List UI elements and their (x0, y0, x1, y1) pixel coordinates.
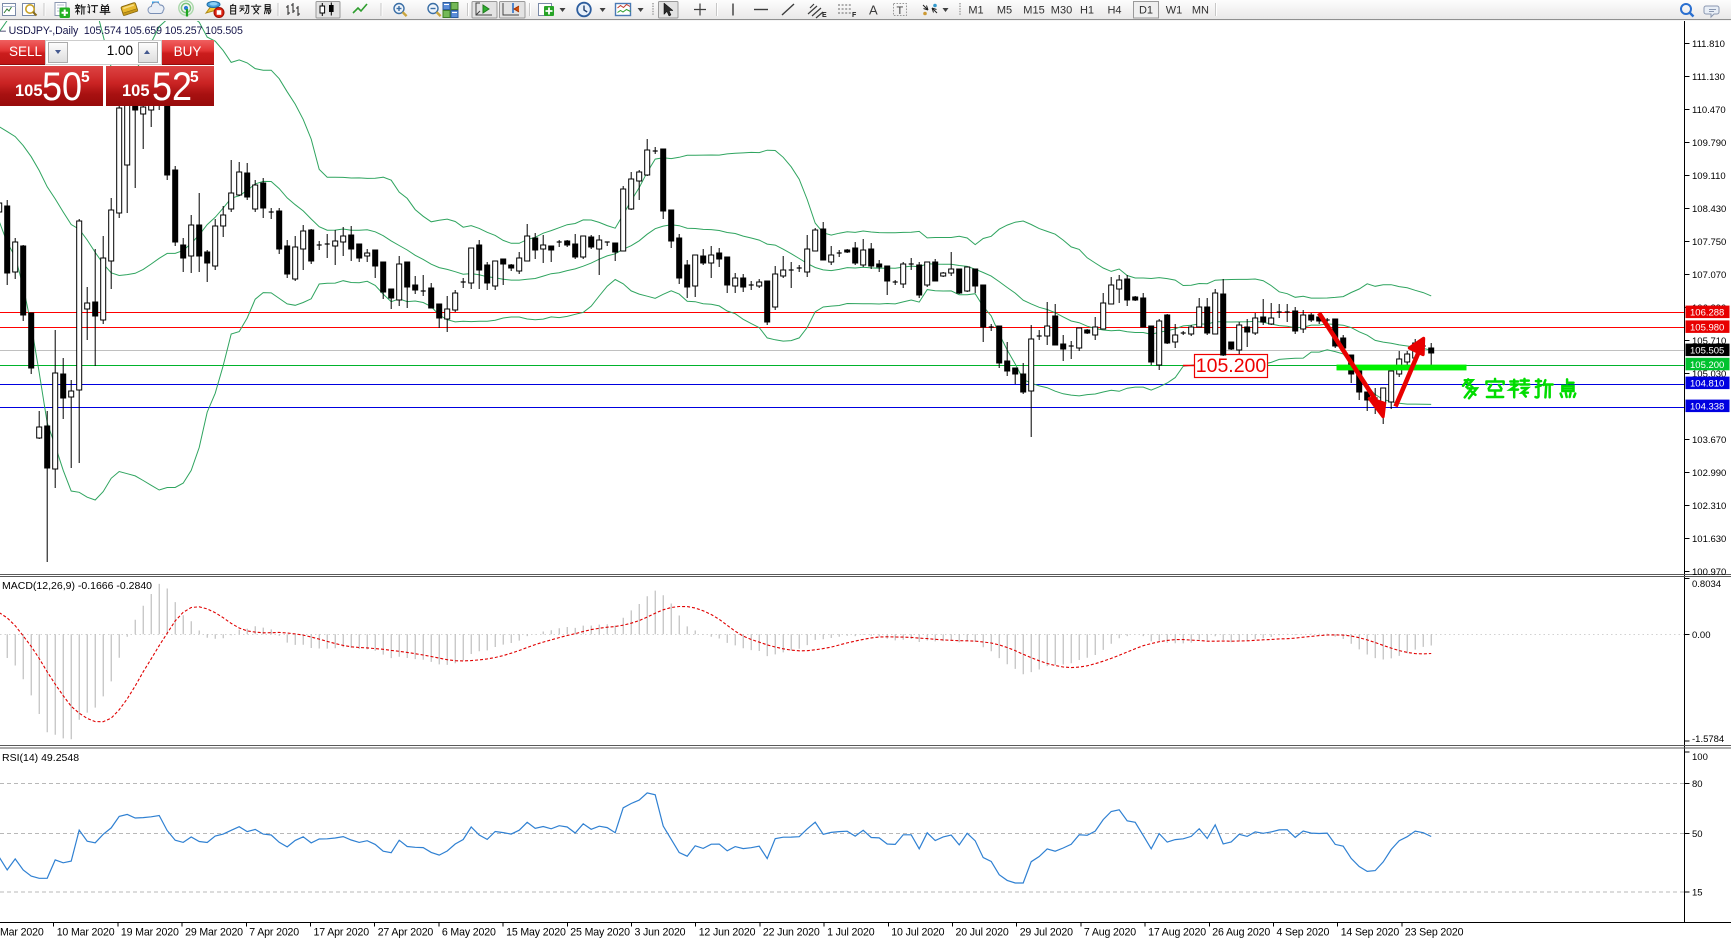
svg-text:22 Jun 2020: 22 Jun 2020 (763, 927, 820, 939)
svg-text:1 Jul 2020: 1 Jul 2020 (827, 927, 875, 939)
svg-text:101.630: 101.630 (1692, 534, 1726, 545)
svg-text:20 Jul 2020: 20 Jul 2020 (956, 927, 1009, 939)
svg-text:M5: M5 (997, 5, 1012, 17)
svg-text:H1: H1 (1080, 5, 1094, 17)
svg-text:0.8034: 0.8034 (1692, 579, 1721, 590)
svg-text:-1.5784: -1.5784 (1692, 734, 1724, 745)
svg-text:111.810: 111.810 (1692, 39, 1725, 50)
svg-text:4 Sep 2020: 4 Sep 2020 (1277, 927, 1330, 939)
svg-text:0.00: 0.00 (1692, 630, 1711, 641)
svg-text:27 Apr 2020: 27 Apr 2020 (378, 927, 434, 939)
svg-text:111.130: 111.130 (1692, 72, 1725, 83)
svg-text:23 Sep 2020: 23 Sep 2020 (1405, 927, 1464, 939)
svg-text:7 Aug 2020: 7 Aug 2020 (1084, 927, 1136, 939)
svg-text:80: 80 (1692, 779, 1703, 790)
svg-text:104.338: 104.338 (1690, 402, 1724, 413)
svg-text:Mar 2020: Mar 2020 (0, 927, 44, 939)
svg-text:105.030: 105.030 (1692, 369, 1726, 380)
svg-text:102.990: 102.990 (1692, 468, 1726, 479)
svg-text:19 Mar 2020: 19 Mar 2020 (121, 927, 179, 939)
svg-text:14 Sep 2020: 14 Sep 2020 (1341, 927, 1400, 939)
svg-text:H4: H4 (1107, 5, 1121, 17)
svg-text:15 May 2020: 15 May 2020 (506, 927, 566, 939)
svg-text:50: 50 (1692, 829, 1703, 840)
svg-text:109.790: 109.790 (1692, 138, 1726, 149)
svg-text:105.505: 105.505 (1690, 346, 1724, 357)
svg-text:10 Mar 2020: 10 Mar 2020 (57, 927, 115, 939)
svg-text:7 Apr 2020: 7 Apr 2020 (249, 927, 299, 939)
svg-text:MACD(12,26,9) -0.1666 -0.2840: MACD(12,26,9) -0.1666 -0.2840 (2, 580, 152, 592)
svg-text:MN: MN (1192, 5, 1209, 17)
svg-text:A: A (869, 3, 878, 18)
svg-text:108.430: 108.430 (1692, 204, 1726, 215)
svg-text:29 Jul 2020: 29 Jul 2020 (1020, 927, 1073, 939)
svg-text:15: 15 (1692, 888, 1703, 899)
svg-text:12 Jun 2020: 12 Jun 2020 (699, 927, 756, 939)
svg-text:105.980: 105.980 (1690, 322, 1724, 333)
svg-text:10 Jul 2020: 10 Jul 2020 (891, 927, 944, 939)
svg-text:E: E (822, 12, 827, 19)
svg-text:100: 100 (1692, 752, 1708, 763)
svg-text:107.070: 107.070 (1692, 270, 1726, 281)
svg-text:F: F (852, 12, 857, 19)
svg-text:102.310: 102.310 (1692, 501, 1726, 512)
svg-text:6 May 2020: 6 May 2020 (442, 927, 496, 939)
svg-text:103.670: 103.670 (1692, 435, 1726, 446)
svg-text:110.470: 110.470 (1692, 105, 1726, 116)
svg-text:100.970: 100.970 (1692, 567, 1726, 578)
svg-text:D1: D1 (1139, 5, 1153, 17)
svg-text:29 Mar 2020: 29 Mar 2020 (185, 927, 243, 939)
svg-text:RSI(14) 49.2548: RSI(14) 49.2548 (2, 752, 79, 764)
svg-text:104.810: 104.810 (1690, 379, 1724, 390)
svg-text:3 Jun 2020: 3 Jun 2020 (635, 927, 686, 939)
svg-text:105.710: 105.710 (1692, 336, 1726, 347)
svg-text:T: T (897, 5, 904, 17)
svg-text:17 Apr 2020: 17 Apr 2020 (314, 927, 370, 939)
svg-text:105.200: 105.200 (1690, 360, 1724, 371)
svg-text:107.750: 107.750 (1692, 237, 1726, 248)
svg-text:109.110: 109.110 (1692, 171, 1726, 182)
svg-text:M15: M15 (1023, 5, 1044, 17)
svg-text:26 Aug 2020: 26 Aug 2020 (1212, 927, 1270, 939)
svg-text:W1: W1 (1166, 5, 1183, 17)
svg-text:25 May 2020: 25 May 2020 (570, 927, 630, 939)
svg-text:M30: M30 (1051, 5, 1072, 17)
svg-text:106.288: 106.288 (1690, 308, 1724, 319)
svg-text:105.200: 105.200 (1196, 355, 1267, 377)
svg-text:17 Aug 2020: 17 Aug 2020 (1148, 927, 1206, 939)
svg-text:M1: M1 (968, 5, 983, 17)
